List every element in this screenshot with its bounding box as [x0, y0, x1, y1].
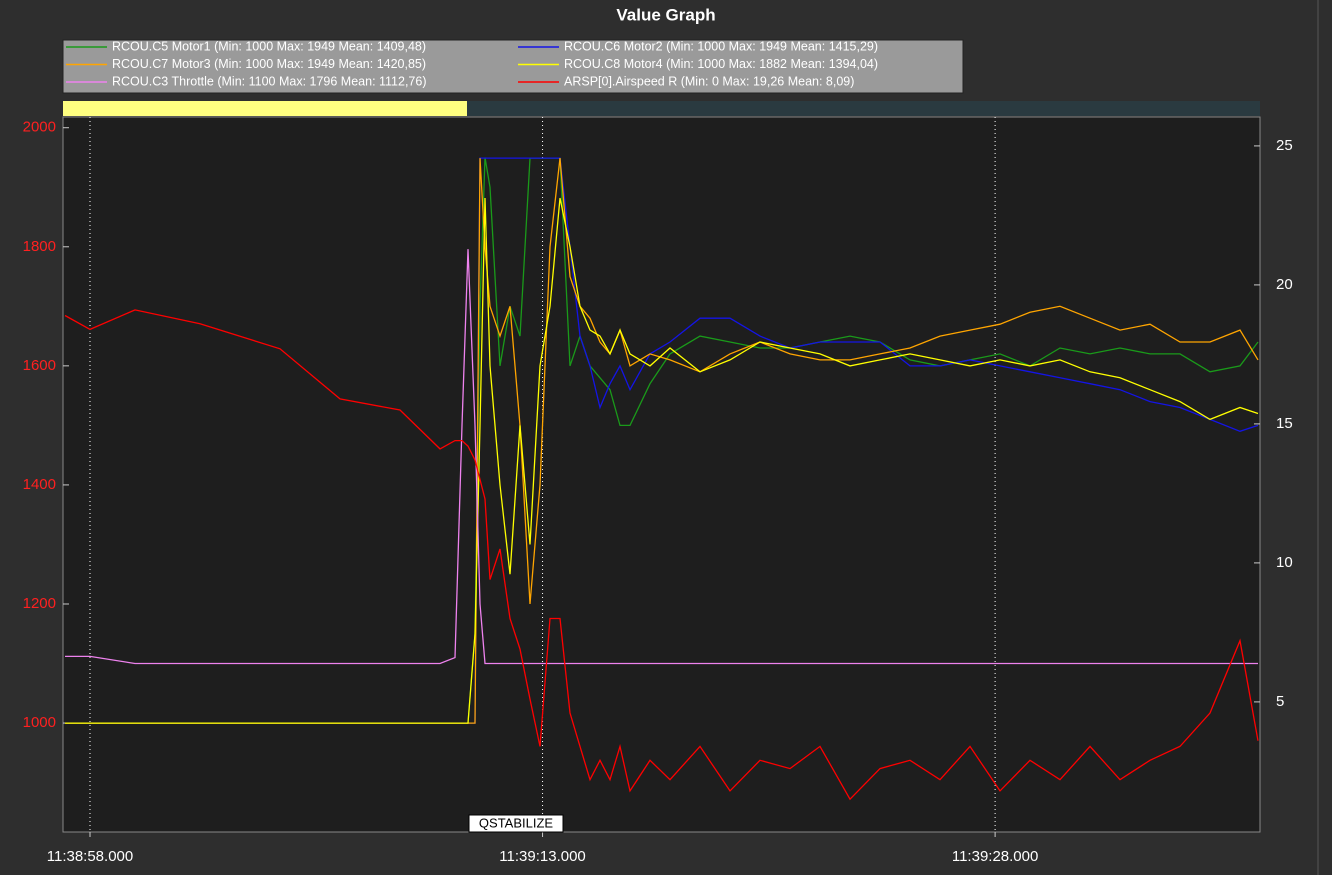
chart-title: Value Graph — [616, 5, 715, 24]
series-line — [65, 249, 1258, 665]
y2-tick-label: 20 — [1276, 276, 1293, 293]
y-tick-label: 1000 — [23, 714, 56, 731]
x-tick-label: 11:38:58.000 — [47, 848, 133, 865]
legend-label: RCOU.C6 Motor2 (Min: 1000 Max: 1949 Mean… — [564, 39, 878, 53]
x-tick-label: 11:39:13.000 — [499, 848, 585, 865]
y-tick-label: 2000 — [23, 119, 56, 136]
plot: 11:38:58.000 11:39:13.000 11:39:28.000 1000… — [23, 117, 1293, 865]
annotation: QSTABILIZE — [479, 815, 553, 830]
series-line — [64, 309, 1259, 801]
y2-tick-label: 5 — [1276, 693, 1284, 710]
mode-bar-segment — [63, 101, 467, 116]
plot-area — [62, 116, 1261, 833]
y-tick-label: 1400 — [23, 476, 56, 493]
annotation-box — [468, 814, 564, 833]
y2-tick-label: 25 — [1276, 137, 1293, 154]
series-line — [65, 197, 1259, 724]
legend — [62, 39, 964, 94]
legend-entries: RCOU.C5 Motor1 (Min: 1000 Max: 1949 Mean… — [66, 39, 878, 88]
legend-label: ARSP[0].Airspeed R (Min: 0 Max: 19,26 Me… — [564, 74, 854, 88]
y-tick-label: 1800 — [23, 238, 56, 255]
legend-label: RCOU.C7 Motor3 (Min: 1000 Max: 1949 Mean… — [112, 57, 426, 71]
legend-label: RCOU.C8 Motor4 (Min: 1000 Max: 1882 Mean… — [564, 57, 878, 71]
y2-tick-label: 10 — [1276, 554, 1293, 571]
x-tick-label: 11:39:28.000 — [952, 848, 1038, 865]
legend-label: RCOU.C3 Throttle (Min: 1100 Max: 1796 Me… — [112, 74, 427, 88]
legend-label: RCOU.C5 Motor1 (Min: 1000 Max: 1949 Mean… — [112, 39, 426, 53]
y2-tick-label: 15 — [1276, 415, 1293, 432]
y-tick-label: 1200 — [23, 595, 56, 612]
y-tick-label: 1600 — [23, 357, 56, 374]
